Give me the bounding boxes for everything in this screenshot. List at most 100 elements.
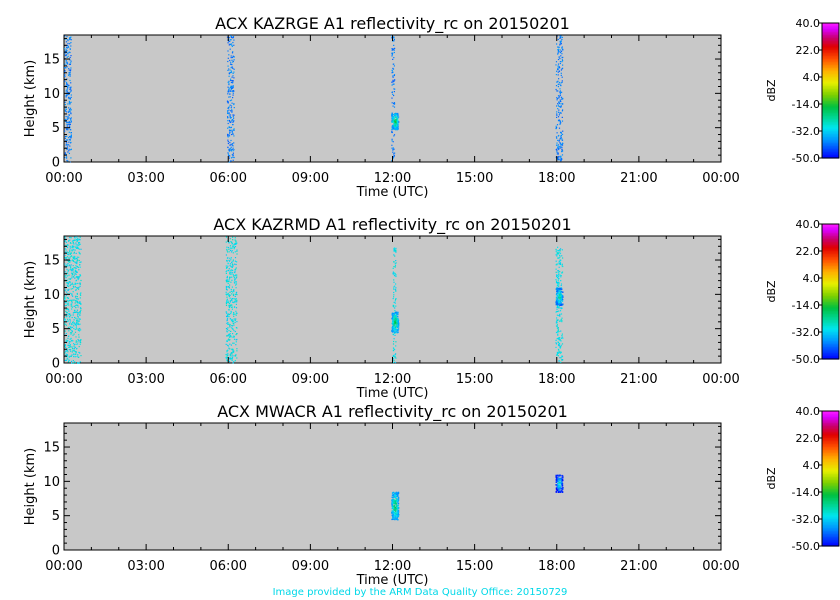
colorbar-cell: [822, 543, 839, 546]
radar-echo: [236, 312, 238, 315]
radar-echo: [556, 319, 558, 321]
radar-echo: [74, 261, 76, 263]
radar-echo: [71, 249, 73, 251]
radar-echo: [392, 40, 394, 42]
radar-echo: [393, 279, 395, 281]
radar-echo: [233, 315, 235, 317]
radar-echo: [66, 111, 68, 113]
radar-echo: [233, 103, 235, 105]
colorbar-cell: [822, 228, 839, 231]
radar-echo: [394, 88, 396, 90]
x-tick-label: 03:00: [127, 372, 164, 387]
radar-echo: [228, 134, 230, 136]
radar-echo: [236, 348, 238, 350]
radar-echo: [227, 292, 229, 294]
radar-echo: [229, 59, 231, 62]
radar-echo: [226, 289, 228, 291]
radar-echo: [76, 319, 78, 322]
radar-echo: [69, 103, 71, 105]
radar-echo: [560, 289, 562, 291]
radar-echo: [232, 362, 234, 364]
radar-echo: [65, 288, 67, 290]
radar-echo: [560, 337, 562, 339]
radar-echo: [236, 321, 238, 323]
radar-echo: [557, 50, 559, 52]
radar-echo: [76, 258, 78, 260]
radar-echo: [556, 317, 558, 319]
radar-echo: [556, 275, 558, 277]
radar-echo: [393, 254, 395, 256]
radar-echo: [392, 323, 394, 325]
radar-echo: [391, 500, 393, 502]
radar-echo: [69, 321, 71, 323]
radar-echo: [227, 116, 229, 118]
radar-echo: [230, 150, 232, 152]
radar-echo: [561, 300, 563, 302]
colorbar-cell: [822, 411, 839, 414]
radar-echo: [229, 117, 232, 119]
colorbar-cell: [822, 321, 839, 324]
radar-echo: [556, 287, 559, 290]
radar-echo: [76, 246, 79, 248]
colorbar-cell: [822, 483, 839, 486]
radar-echo: [66, 46, 68, 48]
radar-echo: [392, 63, 394, 65]
radar-echo: [75, 252, 77, 254]
radar-echo: [228, 150, 230, 152]
radar-echo: [394, 120, 396, 123]
radar-echo: [395, 318, 398, 321]
radar-echo: [68, 110, 70, 112]
x-tick-label: 18:00: [538, 372, 575, 387]
radar-echo: [559, 304, 561, 306]
radar-echo: [69, 269, 71, 271]
radar-echo: [560, 307, 562, 309]
radar-echo: [391, 312, 394, 314]
radar-echo: [393, 261, 395, 263]
radar-echo: [558, 481, 561, 484]
radar-echo: [391, 97, 393, 99]
radar-echo: [391, 144, 393, 146]
colorbar-cell: [822, 90, 839, 93]
radar-echo: [79, 323, 81, 325]
radar-echo: [397, 116, 400, 118]
radar-echo: [562, 60, 564, 62]
radar-echo: [232, 159, 234, 161]
radar-echo: [231, 308, 233, 310]
radar-echo: [557, 108, 559, 110]
radar-echo: [232, 61, 234, 63]
radar-echo: [559, 315, 561, 317]
radar-echo: [396, 122, 398, 125]
colorbar-cell: [822, 498, 839, 501]
radar-echo: [562, 359, 564, 361]
radar-echo: [397, 325, 399, 327]
radar-echo: [393, 338, 395, 340]
radar-echo: [557, 69, 559, 71]
radar-echo: [65, 277, 67, 279]
colorbar-cell: [822, 537, 839, 540]
radar-echo: [561, 80, 563, 82]
radar-echo: [66, 304, 68, 306]
radar-echo: [225, 302, 227, 304]
colorbar-cell: [822, 538, 839, 541]
radar-echo: [232, 355, 234, 357]
radar-echo: [559, 271, 561, 273]
radar-echo: [231, 131, 233, 133]
radar-echo: [67, 244, 69, 246]
radar-echo: [75, 324, 77, 326]
radar-echo: [560, 158, 562, 160]
radar-echo: [558, 314, 560, 317]
radar-echo: [76, 263, 78, 265]
radar-echo: [64, 70, 66, 72]
radar-echo: [234, 313, 236, 315]
colorbar-cell: [822, 123, 839, 126]
colorbar-cell: [822, 81, 839, 84]
radar-echo: [236, 249, 238, 251]
radar-echo: [70, 117, 72, 119]
radar-echo: [64, 271, 66, 273]
radar-echo: [555, 298, 557, 300]
radar-echo: [236, 274, 238, 276]
radar-echo: [66, 147, 68, 150]
colorbar-cell: [822, 113, 839, 116]
radar-echo: [76, 292, 78, 295]
colorbar-cell: [822, 332, 839, 335]
